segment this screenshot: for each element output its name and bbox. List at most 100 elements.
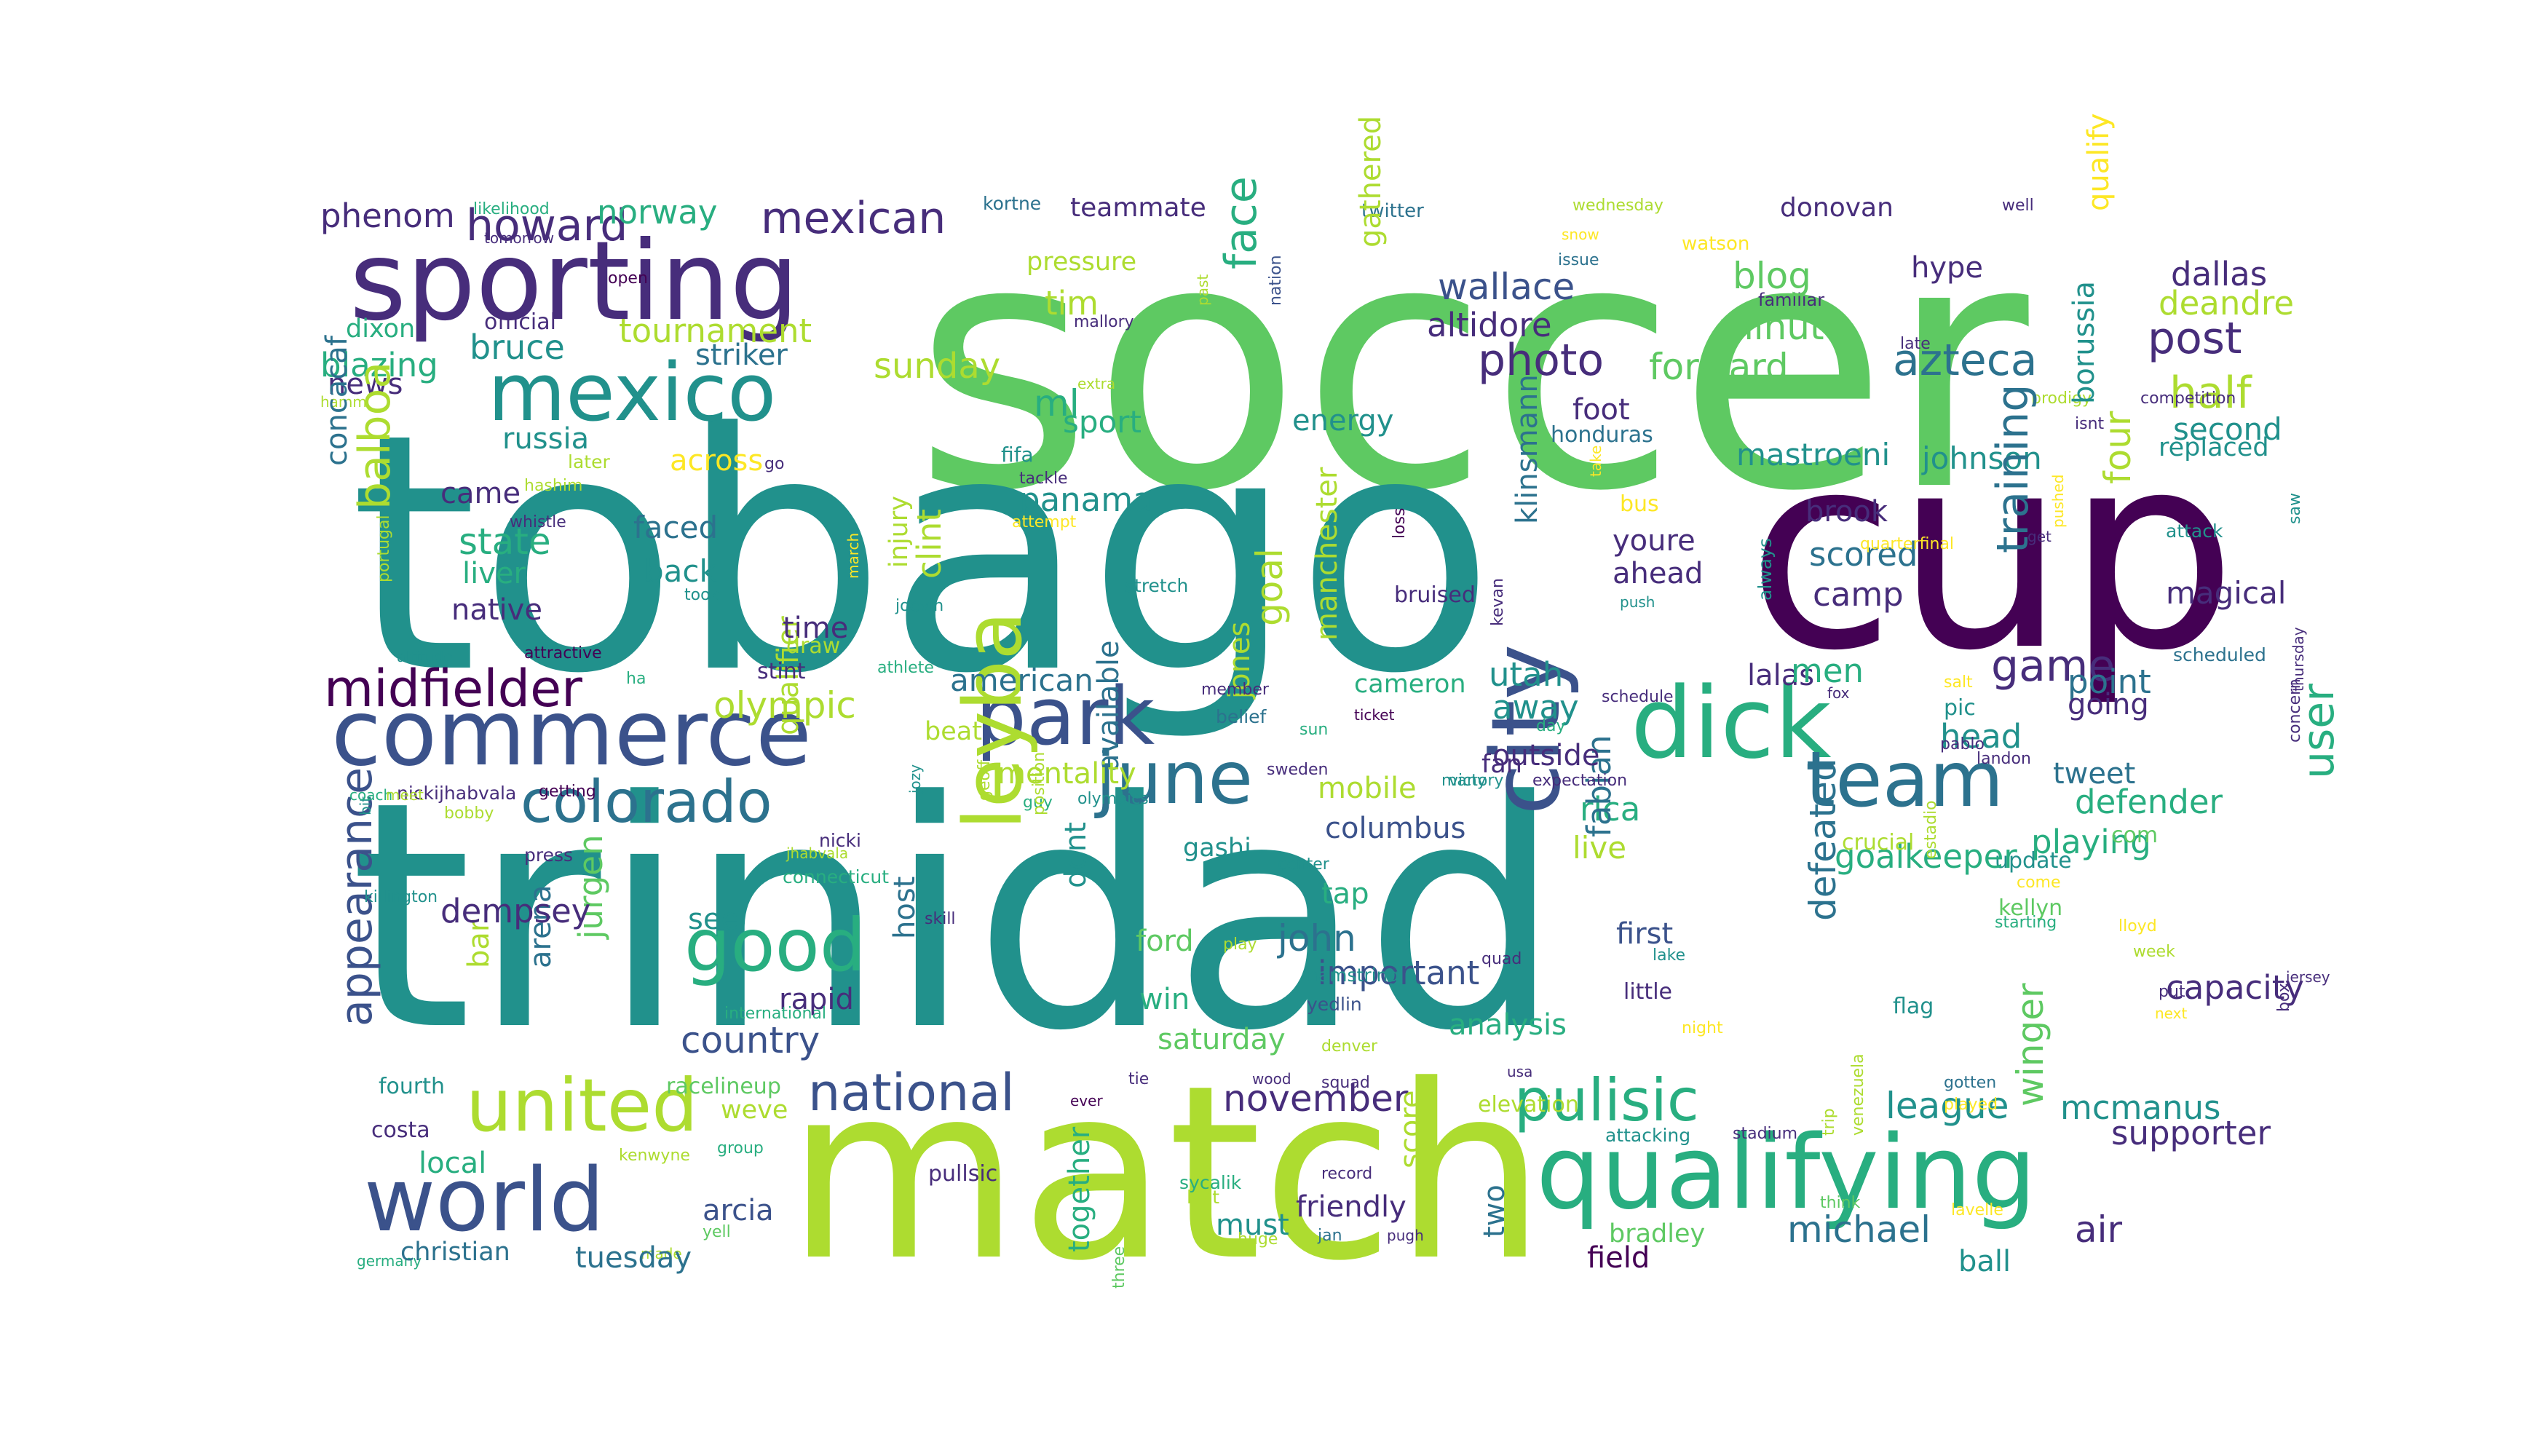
cloud-word-lavelle: lavelle xyxy=(1951,1201,2003,1219)
cloud-word-qualifier: qualifier xyxy=(772,616,805,735)
cloud-word-midfielder: midfielder xyxy=(324,659,582,719)
cloud-word-costa: costa xyxy=(371,1117,430,1143)
cloud-word-flag: flag xyxy=(1893,994,1934,1019)
cloud-word-half: half xyxy=(2169,368,2252,419)
cloud-word-men: men xyxy=(1791,652,1864,690)
cloud-word-foot: foot xyxy=(1572,393,1630,427)
cloud-word-push: push xyxy=(1620,593,1655,611)
cloud-word-going: going xyxy=(2068,688,2149,721)
cloud-word-whistle: whistle xyxy=(510,513,566,531)
cloud-word-youre: youre xyxy=(1613,524,1696,558)
cloud-word-open: open xyxy=(608,269,648,288)
cloud-word-november: november xyxy=(1223,1077,1409,1120)
cloud-word-norway: norway xyxy=(597,193,718,232)
cloud-word-jurgen: jurgen xyxy=(571,834,610,940)
cloud-word-scored: scored xyxy=(1809,535,1918,574)
cloud-word-news: news xyxy=(328,368,403,401)
cloud-word-take: take xyxy=(1587,446,1605,477)
cloud-word-day: day xyxy=(1536,717,1565,735)
cloud-word-pic: pic xyxy=(1944,695,1976,721)
cloud-word-four: four xyxy=(2097,411,2139,484)
cloud-word-replaced: replaced xyxy=(2159,433,2269,462)
cloud-word-sunday: sunday xyxy=(874,346,1000,387)
cloud-word-elevation: elevation xyxy=(1478,1092,1579,1117)
cloud-word-portugal: portugal xyxy=(375,515,393,582)
cloud-word-goal: goal xyxy=(1249,548,1291,626)
cloud-word-forward: forward xyxy=(1649,346,1789,388)
cloud-word-head: head xyxy=(1940,717,2022,756)
cloud-word-stint: stint xyxy=(757,659,806,684)
cloud-word-bus: bus xyxy=(1620,491,1659,517)
cloud-word-expectation: expectation xyxy=(1532,772,1627,790)
cloud-word-christian: christian xyxy=(400,1238,510,1267)
cloud-word-racelineup: racelineup xyxy=(666,1074,781,1099)
cloud-word-native: native xyxy=(451,593,542,627)
cloud-word-american: american xyxy=(950,662,1093,698)
cloud-word-scheduled: scheduled xyxy=(2173,644,2266,665)
cloud-word-john: john xyxy=(1277,917,1356,960)
cloud-word-tomorrow: tomorrow xyxy=(484,229,554,247)
cloud-word-cup: cup xyxy=(1747,397,2237,710)
cloud-word-commerce: commerce xyxy=(331,681,812,786)
cloud-word-mentality: mentality xyxy=(997,757,1136,791)
cloud-word-venezuela: venezuela xyxy=(1849,1053,1867,1136)
cloud-word-lalas: lalas xyxy=(1747,659,1814,692)
cloud-word-saw: saw xyxy=(2286,493,2304,524)
cloud-word-cameron: cameron xyxy=(1354,670,1466,699)
cloud-word-nicki: nicki xyxy=(819,830,861,851)
cloud-word-connecticut: connecticut xyxy=(783,866,889,887)
cloud-word-match: match xyxy=(786,1034,1546,1313)
cloud-word-killington: killington xyxy=(364,888,438,906)
cloud-word-thursday: thursday xyxy=(2290,627,2307,692)
cloud-word-position: position xyxy=(1030,752,1048,815)
cloud-word-defender: defender xyxy=(2075,783,2223,821)
cloud-word-watson: watson xyxy=(1682,233,1749,255)
cloud-word-always: always xyxy=(1754,538,1776,601)
cloud-word-tuesday: tuesday xyxy=(575,1241,692,1275)
cloud-word-air: air xyxy=(2075,1208,2123,1251)
cloud-word-sun: sun xyxy=(1299,721,1328,739)
cloud-word-leyba: leyba xyxy=(946,611,1040,830)
cloud-word-pablo: pablo xyxy=(1940,735,1985,753)
cloud-word-joevin: joevin xyxy=(895,597,943,615)
cloud-word-winger: winger xyxy=(2009,983,2052,1107)
cloud-word-brook: brook xyxy=(1805,495,1888,529)
cloud-word-team: team xyxy=(1805,735,2003,824)
cloud-word-isnt: isnt xyxy=(2075,415,2105,433)
cloud-word-must: must xyxy=(1216,1208,1289,1242)
cloud-word-johnson: johnson xyxy=(1921,440,2042,476)
cloud-word-later: later xyxy=(568,451,610,472)
cloud-word-get: get xyxy=(2027,528,2052,545)
cloud-word-record: record xyxy=(1321,1165,1372,1183)
cloud-word-ahead: ahead xyxy=(1613,557,1703,590)
cloud-word-mexican: mexican xyxy=(761,193,946,244)
cloud-word-issue: issue xyxy=(1558,251,1599,269)
cloud-word-country: country xyxy=(681,1019,820,1061)
cloud-word-kenwyne: kenwyne xyxy=(619,1147,690,1165)
cloud-word-stretch: stretch xyxy=(1125,575,1188,596)
cloud-word-week: week xyxy=(2133,943,2175,961)
cloud-word-familiar: familiar xyxy=(1758,290,1824,310)
cloud-word-tournament: tournament xyxy=(619,312,812,350)
cloud-word-important: important xyxy=(1318,954,1479,992)
cloud-word-gathered: gathered xyxy=(1354,116,1388,248)
cloud-word-pressure: pressure xyxy=(1026,248,1136,277)
cloud-word-starting: starting xyxy=(1995,914,2057,932)
cloud-word-across: across xyxy=(670,444,763,478)
cloud-word-blog: blog xyxy=(1733,255,1811,297)
cloud-word-ford: ford xyxy=(1136,925,1194,958)
cloud-word-olympics: olympics xyxy=(1077,790,1149,808)
cloud-word-mallory: mallory xyxy=(1074,313,1134,331)
cloud-word-concacaf: concacaf xyxy=(320,335,354,466)
cloud-word-draw: draw xyxy=(786,633,840,659)
cloud-word-world: world xyxy=(364,1150,604,1251)
cloud-word-box: box xyxy=(2275,983,2293,1012)
cloud-word-russia: russia xyxy=(502,422,589,456)
cloud-word-league: league xyxy=(1886,1085,2009,1127)
cloud-word-qualifying: qualifying xyxy=(1536,1114,2036,1233)
cloud-word-friendly: friendly xyxy=(1296,1190,1406,1224)
cloud-word-away: away xyxy=(1492,688,1579,727)
cloud-word-dixon: dixon xyxy=(346,314,415,344)
cloud-word-snow: snow xyxy=(1562,226,1599,243)
cloud-word-gashi: gashi xyxy=(1183,834,1251,863)
